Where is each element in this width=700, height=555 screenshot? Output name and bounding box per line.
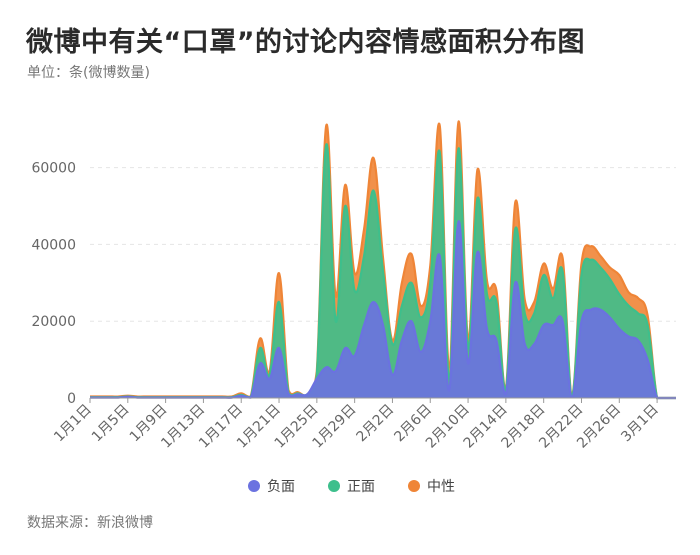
y-axis: 0 20000 40000 60000 — [31, 161, 76, 407]
x-tick-label: 1月1日 — [51, 402, 95, 446]
y-tick-label: 60000 — [31, 161, 76, 177]
x-tick-label: 1月5日 — [89, 402, 133, 446]
legend-label-正面: 正面 — [347, 479, 375, 495]
legend-marker-正面 — [328, 480, 340, 492]
legend: 负面 正面 中性 — [248, 479, 455, 495]
legend-marker-中性 — [408, 480, 420, 492]
x-axis: 1月1日1月5日1月9日1月13日1月17日1月21日1月25日1月29日2月2… — [51, 397, 676, 452]
chart-subtitle: 单位：条(微博数量) — [27, 65, 150, 81]
legend-marker-负面 — [248, 480, 260, 492]
y-tick-label: 20000 — [31, 314, 76, 330]
chart-title: 微博中有关“口罩”的讨论内容情感面积分布图 — [26, 27, 585, 58]
stacked-areas — [89, 120, 676, 400]
y-tick-label: 0 — [67, 391, 76, 407]
legend-label-中性: 中性 — [427, 479, 455, 495]
x-tick-label: 3月1日 — [618, 402, 662, 446]
area-负面 — [90, 221, 676, 398]
x-tick-label: 2月2日 — [354, 402, 398, 446]
y-tick-label: 40000 — [31, 237, 76, 253]
data-source: 数据来源：新浪微博 — [27, 515, 153, 531]
legend-label-负面: 负面 — [267, 479, 295, 495]
area-正面 — [90, 144, 676, 398]
